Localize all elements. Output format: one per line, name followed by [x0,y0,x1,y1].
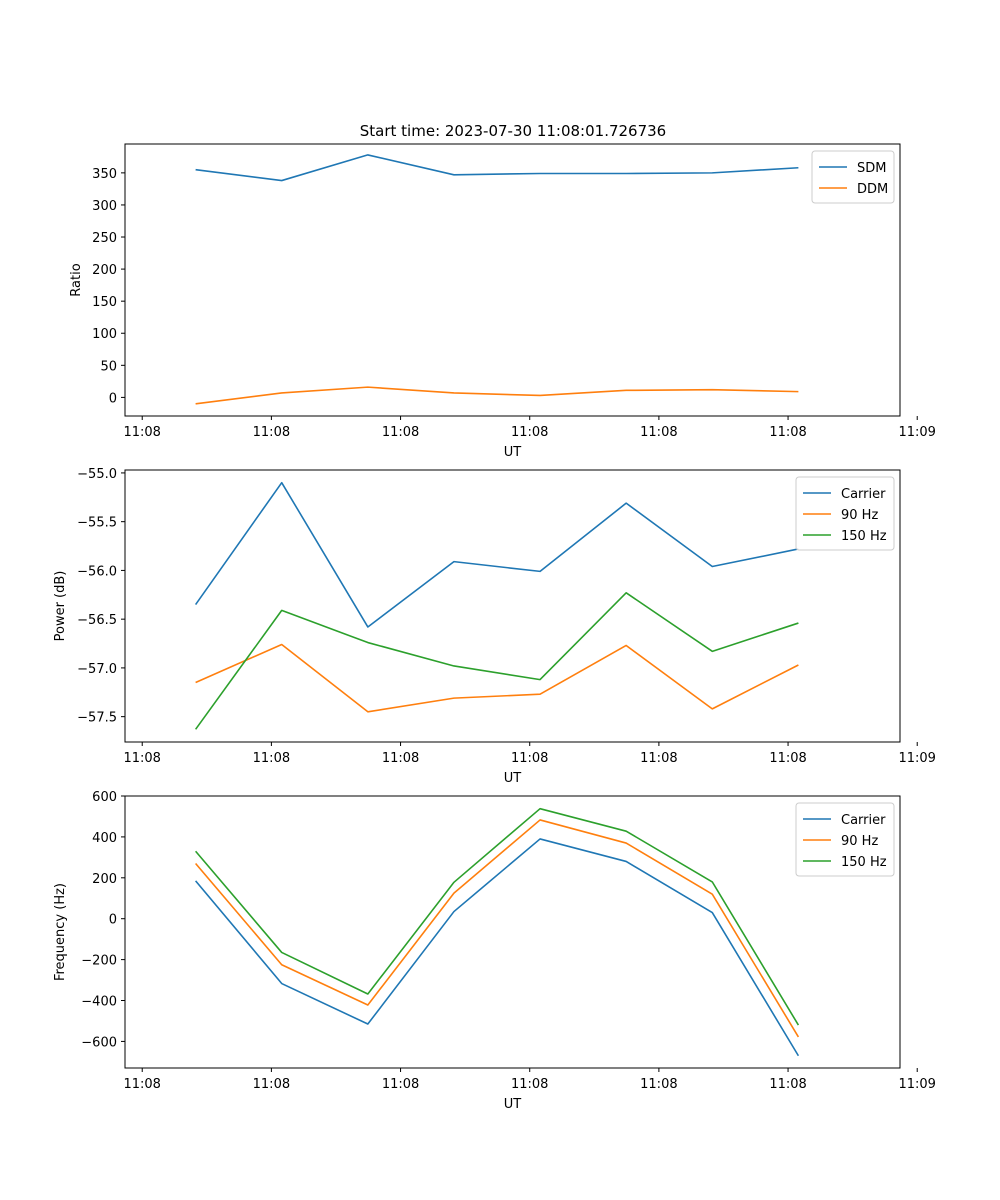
series-line-carrier [194,838,800,1057]
legend-label: 90 Hz [841,508,878,523]
x-tick-label: 11:08 [253,751,290,766]
y-tick-label: 0 [109,913,117,928]
legend-box [795,802,895,877]
x-tick-label: 11:08 [253,425,290,440]
y-tick-label: 100 [92,327,117,342]
frequency-panel: 11:08 11:08 11:08 11:08 11:08 11:08 11:09 −600 −… [53,790,936,1112]
legend-label: 150 Hz [841,855,887,870]
y-tick-label: −55.5 [77,516,117,531]
legend: Carrier 90 Hz 150 Hz [795,476,895,551]
y-tick-label: 50 [100,359,117,374]
x-tick-label: 11:09 [898,1077,935,1092]
x-tick-label: 11:09 [898,425,935,440]
y-tick-label: −56.5 [77,613,117,628]
x-tick-label: 11:08 [769,751,806,766]
x-tick-label: 11:08 [253,1077,290,1092]
y-tick-label: 400 [92,831,117,846]
y-axis-label: Frequency (Hz) [53,883,68,981]
y-tick-label: 150 [92,295,117,310]
x-tick-label: 11:08 [640,425,677,440]
y-tick-label: 250 [92,231,117,246]
axes-frame [124,143,901,417]
series-line-150-hz [195,807,800,1026]
x-tick-label: 11:08 [511,751,548,766]
y-tick-label: −56.0 [77,564,117,579]
x-tick-label: 11:08 [382,425,419,440]
y-tick-label: −55.0 [77,467,117,482]
x-tick-label: 11:08 [123,751,160,766]
legend-label: DDM [857,182,888,197]
x-tick-label: 11:09 [898,751,935,766]
series-line-ddm [195,386,799,405]
power-panel: 11:08 11:08 11:08 11:08 11:08 11:08 11:09 −57.5… [53,467,936,786]
y-tick-label: 200 [92,263,117,278]
x-tick-label: 11:08 [640,751,677,766]
legend-label: 90 Hz [841,834,878,849]
axes-frame [124,469,901,743]
ratio-panel: 11:08 11:08 11:08 11:08 11:08 11:08 11:09 0 50 10… [69,143,936,460]
y-tick-label: 350 [92,167,117,182]
x-tick-label: 11:08 [511,1077,548,1092]
y-tick-label: 600 [92,790,117,805]
x-axis-label: UT [504,771,522,786]
y-tick-label: −200 [81,954,117,969]
y-axis-label: Ratio [69,263,84,296]
y-tick-label: 200 [92,872,117,887]
series-line-carrier [194,481,799,628]
x-tick-label: 11:08 [382,1077,419,1092]
y-axis-label: Power (dB) [53,571,68,642]
y-tick-label: −57.5 [77,711,117,726]
x-tick-label: 11:08 [640,1077,677,1092]
axes-frame [124,795,901,1069]
x-tick-label: 11:08 [769,425,806,440]
figure-title: Start time: 2023-07-30 11:08:01.726736 [360,122,666,140]
x-tick-label: 11:08 [123,425,160,440]
legend-label: 150 Hz [841,529,887,544]
x-axis-label: UT [504,445,522,460]
legend-label: Carrier [841,813,886,828]
series-line-90-hz [195,819,800,1038]
legend: Carrier 90 Hz 150 Hz [795,802,895,877]
y-tick-label: −57.0 [77,662,117,677]
x-tick-label: 11:08 [511,425,548,440]
x-tick-label: 11:08 [123,1077,160,1092]
y-tick-label: 300 [92,199,117,214]
x-tick-label: 11:08 [769,1077,806,1092]
series-line-150-hz [194,592,799,730]
y-tick-label: 0 [109,391,117,406]
series-line-90-hz [195,643,799,713]
legend-box [795,476,895,551]
x-axis-label: UT [504,1097,522,1112]
y-tick-label: −600 [81,1035,117,1050]
x-tick-label: 11:08 [382,751,419,766]
legend-label: Carrier [841,487,886,502]
series-line-sdm [195,154,799,182]
legend-box [811,150,895,204]
y-tick-label: −400 [81,995,117,1010]
legend: SDM DDM [811,150,895,204]
legend-label: SDM [857,161,886,176]
